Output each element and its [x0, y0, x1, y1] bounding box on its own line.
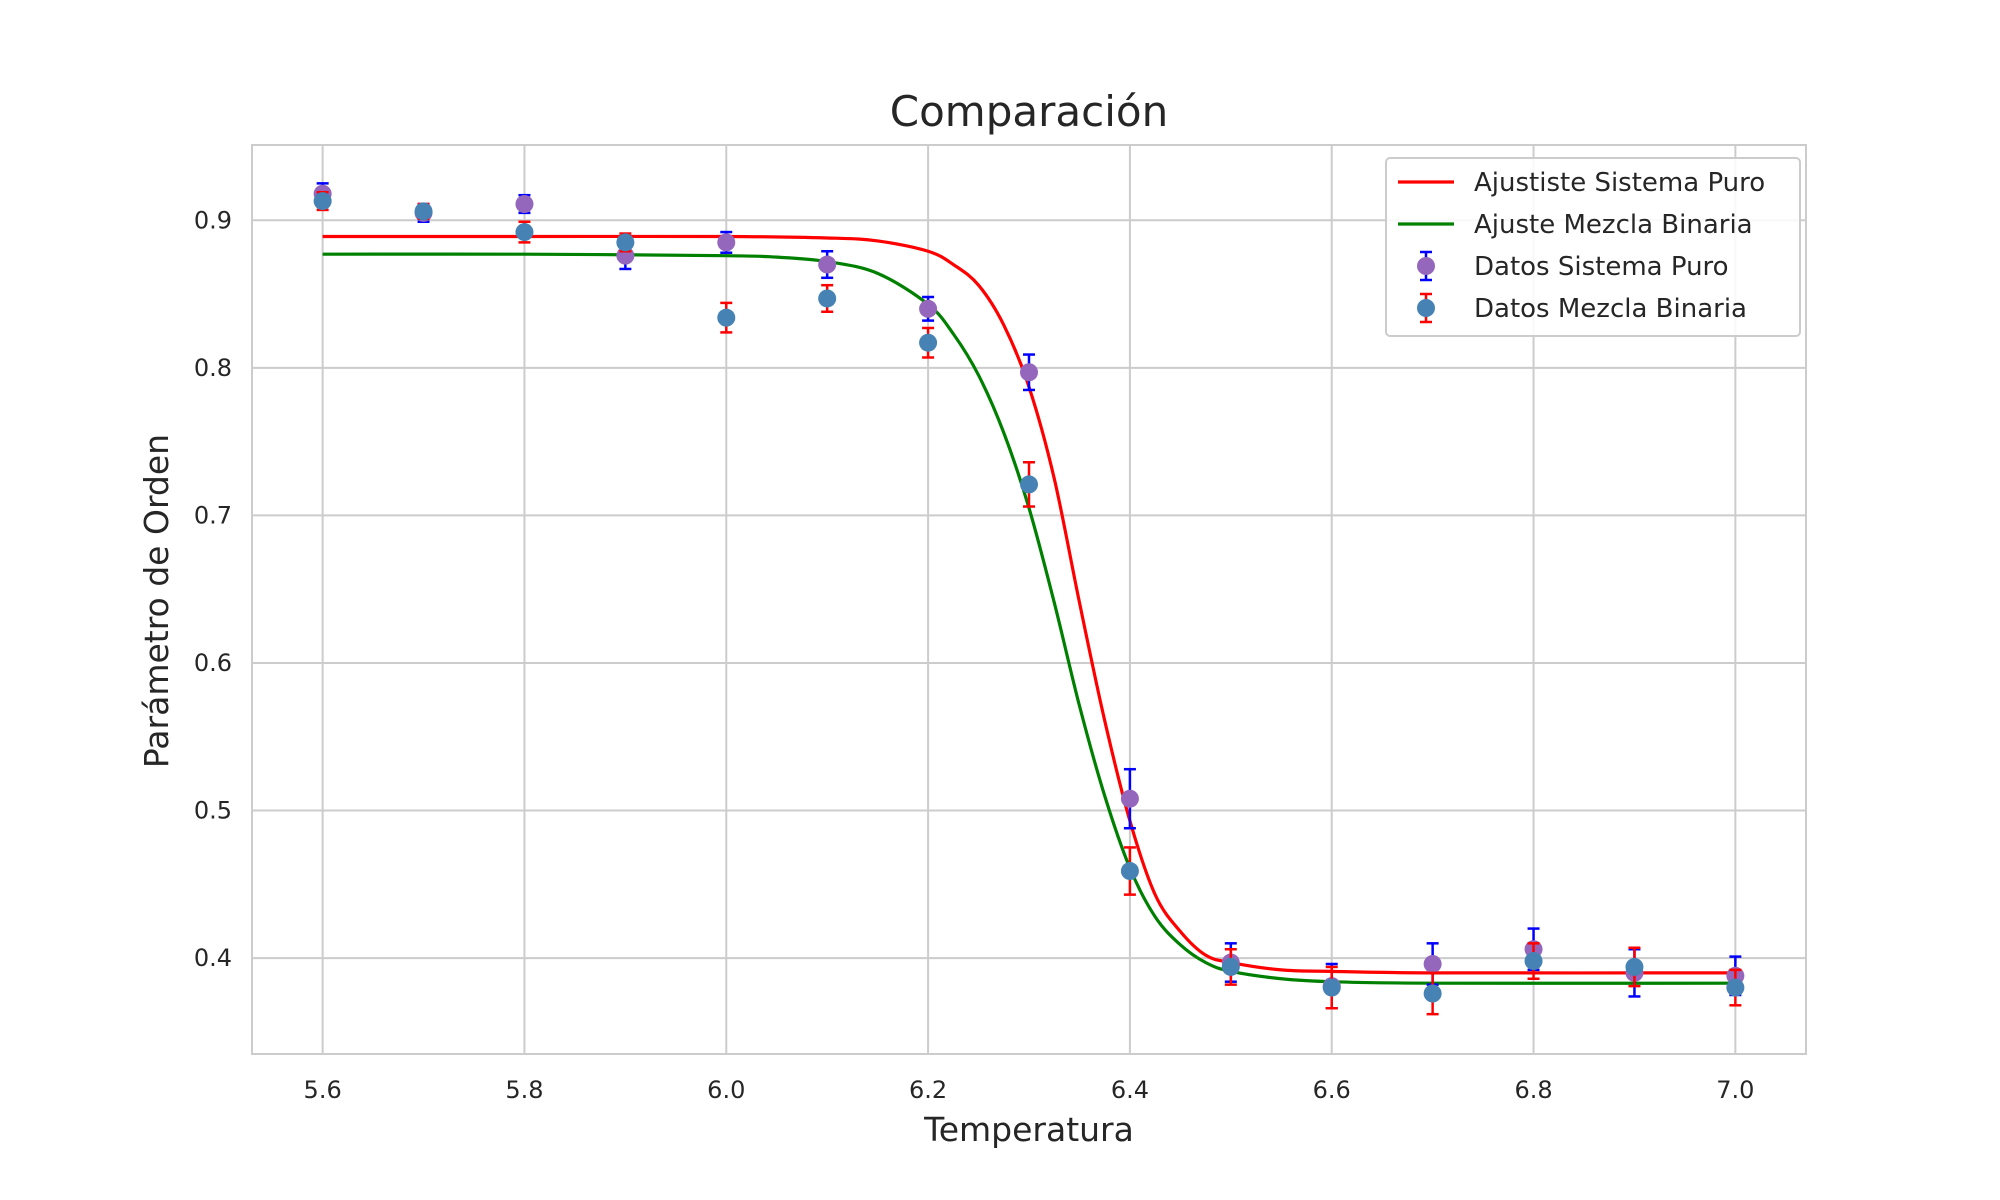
x-tick-label: 6.2	[909, 1076, 947, 1104]
data-point	[818, 289, 837, 308]
y-axis-title: Parámetro de Orden	[137, 434, 176, 768]
data-point	[919, 333, 938, 352]
data-point	[313, 192, 332, 211]
legend-label: Datos Mezcla Binaria	[1474, 294, 1747, 324]
legend-label: Datos Sistema Puro	[1474, 252, 1729, 282]
y-tick-label: 0.8	[194, 354, 232, 382]
y-tick-label: 0.9	[194, 206, 232, 234]
series-datos-mezcla-binaria	[313, 190, 1745, 1016]
legend-marker-swatch	[1417, 257, 1435, 275]
fit-line-ajuste-mezcla-binaria	[322, 252, 1736, 985]
x-tick-label: 5.8	[505, 1076, 543, 1104]
x-tick-label: 6.4	[1111, 1076, 1149, 1104]
data-point	[1120, 862, 1139, 881]
x-tick-labels: 5.6 5.8 6.0 6.2 6.4 6.6 6.8 7.0	[304, 1076, 1755, 1104]
data-point	[1020, 363, 1038, 382]
data-point	[1524, 952, 1543, 971]
data-point	[818, 255, 837, 274]
data-point	[1020, 475, 1038, 494]
legend: Ajustiste Sistema Puro Ajuste Mezcla Bina…	[1385, 157, 1801, 337]
fit-line-ajustiste-sistema-puro	[322, 234, 1736, 975]
x-tick-label: 6.0	[707, 1076, 745, 1104]
data-point	[616, 233, 635, 252]
y-tick-labels: 0.4 0.5 0.6 0.7 0.8 0.9	[194, 206, 232, 972]
data-point	[919, 299, 938, 318]
data-point	[717, 308, 736, 327]
data-point	[1322, 978, 1341, 997]
x-tick-label: 5.6	[304, 1076, 342, 1104]
data-point	[717, 233, 736, 252]
y-tick-label: 0.4	[194, 944, 232, 972]
data-point	[1625, 957, 1644, 976]
x-axis-title: Temperatura	[923, 1110, 1134, 1149]
chart-title: Comparación	[890, 87, 1168, 136]
y-tick-label: 0.5	[194, 797, 232, 825]
data-point	[1726, 978, 1745, 997]
data-point	[414, 202, 433, 221]
x-tick-label: 6.8	[1514, 1076, 1552, 1104]
data-point	[1423, 954, 1442, 973]
data-point	[1423, 984, 1442, 1003]
data-point	[1120, 789, 1139, 808]
fit-lines	[322, 234, 1736, 985]
plot-frame	[251, 144, 1807, 1055]
legend-label: Ajuste Mezcla Binaria	[1474, 210, 1753, 240]
data-point	[1221, 957, 1240, 976]
x-tick-label: 7.0	[1716, 1076, 1754, 1104]
legend-label: Ajustiste Sistema Puro	[1474, 168, 1765, 198]
data-points	[313, 182, 1745, 1016]
data-point	[515, 195, 534, 214]
y-tick-label: 0.7	[194, 501, 232, 529]
legend-marker-swatch	[1417, 299, 1435, 317]
x-tick-label: 6.6	[1313, 1076, 1351, 1104]
y-tick-label: 0.6	[194, 649, 232, 677]
data-point	[515, 223, 534, 242]
legend-box	[1385, 157, 1801, 337]
